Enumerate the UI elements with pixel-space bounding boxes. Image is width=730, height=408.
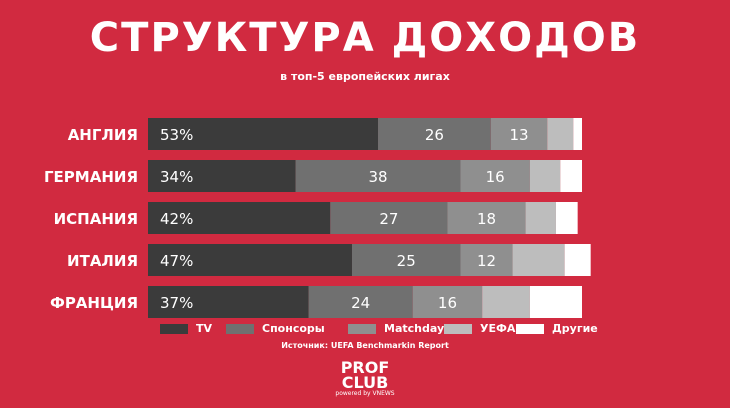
logo-tagline: powered by VNEWS	[335, 390, 395, 397]
legend-swatch	[226, 324, 254, 334]
profclub-logo: PROF CLUB powered by VNEWS	[320, 360, 410, 404]
bar-segment	[512, 244, 565, 276]
data-label: 53%	[160, 126, 193, 144]
data-label: 47%	[160, 252, 193, 270]
category-label: ИСПАНИЯ	[54, 210, 138, 228]
bar-segment	[308, 286, 413, 318]
data-label: 26	[425, 126, 444, 144]
bar-segment	[148, 244, 352, 276]
data-label: 13	[510, 126, 529, 144]
source-note: Источник: UEFA Benchmarkin Report	[281, 341, 449, 350]
legend-label: Matchday	[384, 322, 445, 335]
legend-label: Спонсоры	[262, 322, 325, 335]
data-label: 18	[477, 210, 496, 228]
bar-segment	[460, 160, 530, 192]
data-label: 38	[368, 168, 387, 186]
bar-segment	[460, 244, 513, 276]
data-label: 16	[486, 168, 505, 186]
data-label: 34%	[160, 168, 193, 186]
logo-line2: CLUB	[341, 373, 389, 392]
data-label: 27	[379, 210, 398, 228]
chart-legend: TV Спонсоры Matchday УЕФА Другие	[160, 322, 600, 336]
stacked-bar-chart: АНГЛИЯ 53% 26 13 ГЕРМАНИЯ 34% 38 16 ИСПАНИЯ 42% 27…	[44, 118, 591, 318]
data-label: 12	[477, 252, 496, 270]
bar-segment	[148, 286, 309, 318]
bar-segment	[447, 202, 526, 234]
legend-swatch	[348, 324, 376, 334]
data-label: 37%	[160, 294, 193, 312]
bar-segment	[525, 202, 556, 234]
bar-segment	[564, 244, 591, 276]
data-label: 25	[397, 252, 416, 270]
logo-line1: PROF	[340, 358, 390, 377]
bar-segment	[529, 286, 582, 318]
legend-label: Другие	[552, 322, 598, 335]
category-label: АНГЛИЯ	[68, 126, 138, 144]
legend-label: УЕФА	[480, 322, 516, 335]
data-label: 16	[438, 294, 457, 312]
legend-swatch	[516, 324, 544, 334]
bar-segment	[529, 160, 561, 192]
bar-segment	[560, 160, 582, 192]
bar-segment	[148, 160, 296, 192]
bar-segment	[547, 118, 574, 150]
legend-label: TV	[196, 322, 213, 335]
legend-swatch	[444, 324, 472, 334]
bar-segment	[378, 118, 491, 150]
bar-segment	[148, 118, 379, 150]
bar-segment	[482, 286, 530, 318]
bar-segment	[351, 244, 461, 276]
category-label: ИТАЛИЯ	[67, 252, 138, 270]
category-label: ФРАНЦИЯ	[50, 294, 138, 312]
bar-segment	[148, 202, 331, 234]
bar-segment	[330, 202, 448, 234]
chart-subtitle: в топ-5 европейских лигах	[280, 70, 450, 83]
category-label: ГЕРМАНИЯ	[44, 168, 138, 186]
data-label: 42%	[160, 210, 193, 228]
bar-segment	[295, 160, 461, 192]
bar-segment	[412, 286, 483, 318]
bar-segment	[555, 202, 578, 234]
chart-title: СТРУКТУРА ДОХОДОВ	[89, 15, 641, 61]
bar-segment	[573, 118, 582, 150]
data-label: 24	[351, 294, 370, 312]
bar-segment	[490, 118, 548, 150]
legend-swatch	[160, 324, 188, 334]
